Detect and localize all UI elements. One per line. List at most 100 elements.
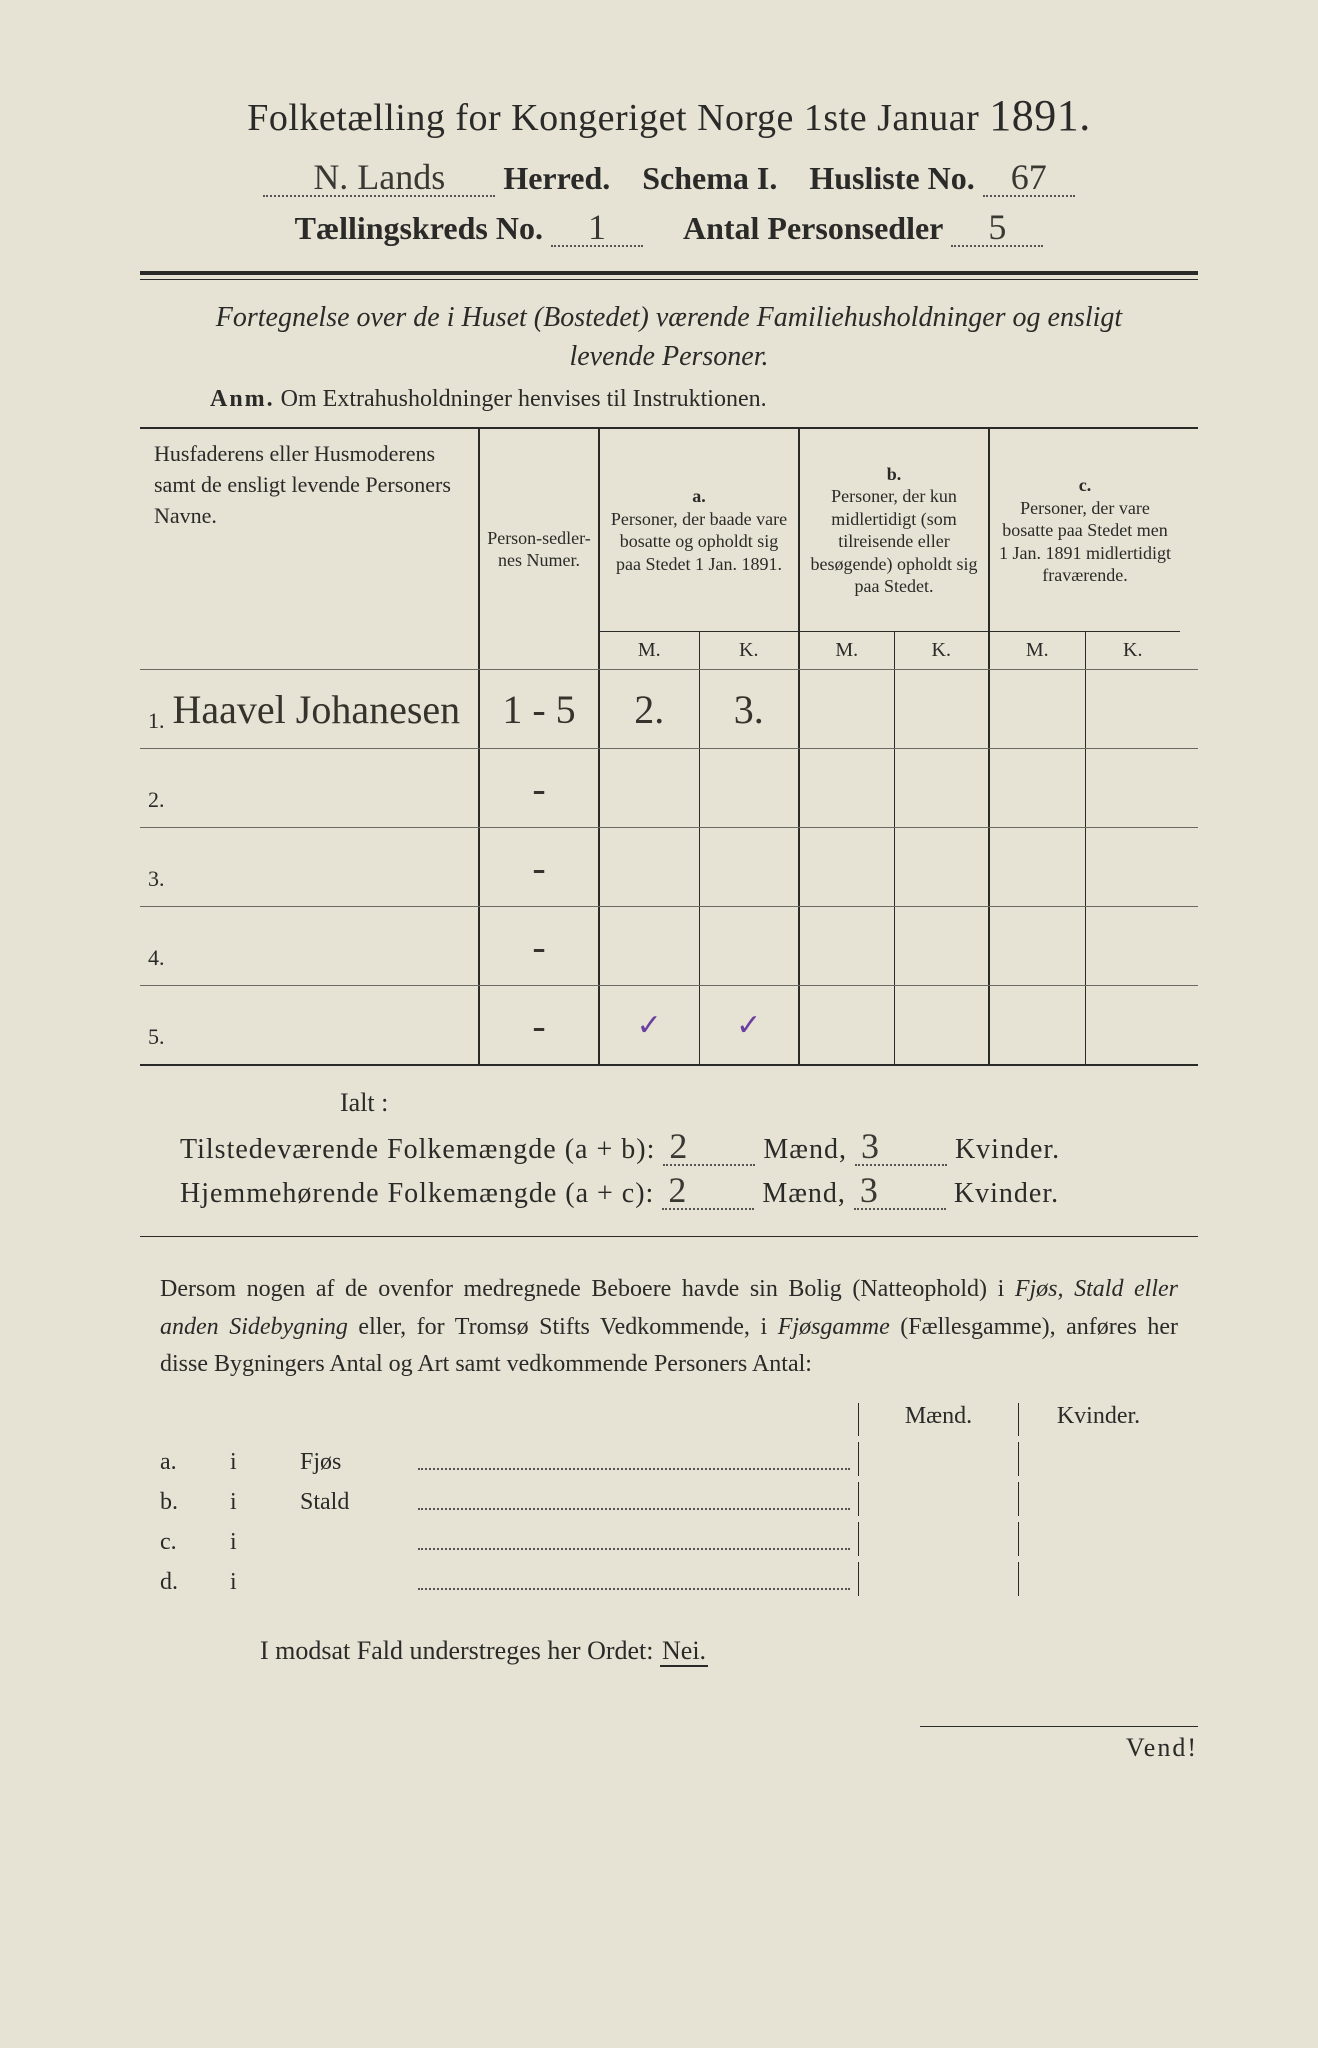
building-mk-head: Mænd. Kvinder.: [858, 1403, 1178, 1436]
row-c: [990, 749, 1180, 827]
building-letter: a.: [160, 1449, 230, 1476]
divider: [140, 271, 1198, 280]
building-mk: [858, 1562, 1178, 1596]
sum-home-klabel: Kvinder.: [954, 1178, 1059, 1209]
col-a-header: a. Personer, der baade vare bosatte og op…: [600, 429, 800, 669]
building-i: i: [230, 1449, 300, 1476]
row-name: 2.: [140, 749, 480, 827]
building-row: c.i: [160, 1522, 1178, 1556]
sum-home: Hjemmehørende Folkemængde (a + c): 2 Mæn…: [180, 1172, 1198, 1210]
row-b: [800, 749, 990, 827]
col-a-text: Personer, der baade vare bosatte og opho…: [611, 509, 787, 574]
row-a: 2.3.: [600, 670, 800, 748]
row-b: [800, 907, 990, 985]
table-header: Husfaderens eller Husmoderens samt de en…: [140, 429, 1198, 669]
col-c-text: Personer, der vare bosatte paa Stedet me…: [999, 498, 1171, 586]
col-c-m: M.: [990, 632, 1086, 669]
table-row: 1.Haavel Johanesen1 - 52.3.: [140, 669, 1198, 748]
nei-line: I modsat Fald understreges her Ordet: Ne…: [260, 1636, 1198, 1666]
anm-lead: Anm.: [210, 386, 275, 412]
title-prefix: Folketælling for Kongeriget Norge: [247, 97, 804, 139]
para-i2: Fjøsgamme: [778, 1314, 890, 1340]
building-dots: [418, 1467, 850, 1470]
table-row: 4.-: [140, 906, 1198, 985]
col-b-tag: b.: [887, 464, 902, 484]
row-name: 1.Haavel Johanesen: [140, 670, 480, 748]
building-i: i: [230, 1569, 300, 1596]
anm-note: Anm. Om Extrahusholdninger henvises til …: [210, 386, 1198, 413]
table-row: 2.-: [140, 748, 1198, 827]
col-a-tag: a.: [692, 486, 706, 506]
table-body: 1.Haavel Johanesen1 - 52.3.2.-3.-4.-5.-✓…: [140, 669, 1198, 1064]
table-row: 5.-✓✓: [140, 985, 1198, 1064]
building-paragraph: Dersom nogen af de ovenfor medregnede Be…: [160, 1271, 1178, 1383]
row-a: ✓✓: [600, 986, 800, 1064]
building-mk: [858, 1442, 1178, 1476]
sum-home-k: 3: [854, 1172, 946, 1210]
para-t2: eller, for Tromsø Stifts Vedkommende, i: [348, 1314, 778, 1340]
sum-home-m: 2: [662, 1172, 754, 1210]
title-year: 1891.: [989, 91, 1091, 140]
col-c-header: c. Personer, der vare bosatte paa Stedet …: [990, 429, 1180, 669]
row-num: -: [480, 986, 600, 1064]
herred-label: Herred.: [503, 160, 610, 196]
nei-word: Nei.: [660, 1636, 708, 1667]
building-row: a.iFjøs: [160, 1442, 1178, 1476]
antal-label: Antal Personsedler: [683, 210, 943, 246]
building-i: i: [230, 1529, 300, 1556]
row-num: 1 - 5: [480, 670, 600, 748]
ialt-label: Ialt :: [340, 1088, 1198, 1118]
row-a: [600, 907, 800, 985]
household-table: Husfaderens eller Husmoderens samt de en…: [140, 427, 1198, 1066]
page-title: Folketælling for Kongeriget Norge 1ste J…: [140, 90, 1198, 141]
row-name: 3.: [140, 828, 480, 906]
col-b-m: M.: [800, 632, 895, 669]
row-a: [600, 749, 800, 827]
kreds-value: 1: [551, 209, 643, 247]
row-b: [800, 670, 990, 748]
row-b: [800, 828, 990, 906]
title-date: 1ste Januar: [804, 97, 989, 139]
col-c-tag: c.: [1079, 475, 1092, 495]
col-a-m: M.: [600, 632, 700, 669]
nei-pre: I modsat Fald understreges her Ordet:: [260, 1636, 660, 1665]
form-subtitle: Fortegnelse over de i Huset (Bostedet) v…: [180, 298, 1158, 376]
col-b-header: b.Personer, der kun midlertidigt (som ti…: [800, 429, 990, 669]
herred-value: N. Lands: [263, 159, 495, 197]
building-dots: [418, 1547, 850, 1550]
para-t1: Dersom nogen af de ovenfor medregnede Be…: [160, 1276, 1015, 1302]
building-label: Fjøs: [300, 1449, 410, 1476]
building-i: i: [230, 1489, 300, 1516]
row-a: [600, 828, 800, 906]
herred-line: N. Lands Herred. Schema I. Husliste No. …: [140, 159, 1198, 197]
row-c: [990, 828, 1180, 906]
building-row: b.iStald: [160, 1482, 1178, 1516]
divider-2: [140, 1236, 1198, 1237]
col-b-text: Personer, der kun midlertidigt (som tilr…: [811, 486, 978, 596]
census-form-page: Folketælling for Kongeriget Norge 1ste J…: [0, 0, 1318, 2048]
building-letter: d.: [160, 1569, 230, 1596]
kreds-label: Tællingskreds No.: [295, 210, 543, 246]
sum-home-label: Hjemmehørende Folkemængde (a + c):: [180, 1178, 654, 1209]
col-a-k: K.: [700, 632, 799, 669]
sum-present-label: Tilstedeværende Folkemængde (a + b):: [180, 1134, 655, 1165]
building-letter: b.: [160, 1489, 230, 1516]
building-kvinder-label: Kvinder.: [1018, 1403, 1178, 1436]
building-table: Mænd. Kvinder. a.iFjøsb.iStaldc.id.i: [160, 1403, 1178, 1596]
row-b: [800, 986, 990, 1064]
building-maend-label: Mænd.: [858, 1403, 1018, 1436]
sum-home-mlabel: Mænd,: [762, 1178, 854, 1209]
building-mk: [858, 1482, 1178, 1516]
building-letter: c.: [160, 1529, 230, 1556]
sum-present-klabel: Kvinder.: [955, 1134, 1060, 1165]
anm-rest: Om Extrahusholdninger henvises til Instr…: [275, 386, 767, 412]
col-num-header: Person-sedler-nes Numer.: [480, 429, 600, 669]
row-c: [990, 907, 1180, 985]
row-c: [990, 670, 1180, 748]
building-row: d.i: [160, 1562, 1178, 1596]
row-num: -: [480, 749, 600, 827]
col-b-k: K.: [895, 632, 989, 669]
husliste-value: 67: [983, 159, 1075, 197]
antal-value: 5: [951, 209, 1043, 247]
row-num: -: [480, 828, 600, 906]
